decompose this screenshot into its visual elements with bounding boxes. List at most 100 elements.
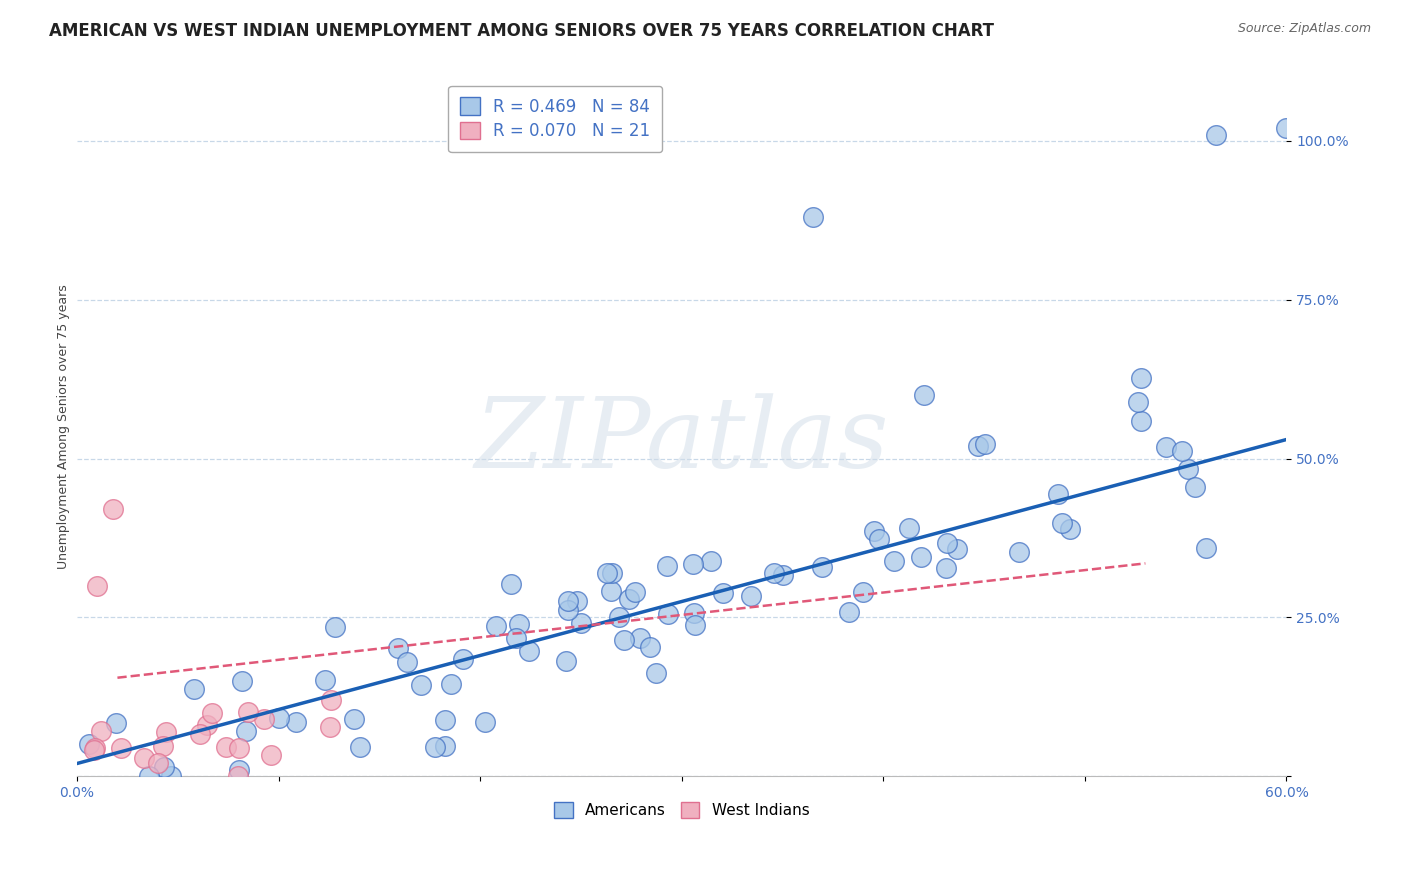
Point (485, 619, 508, 633)
Point (152, 739, 174, 753)
Point (657, 607, 679, 621)
Point (105, 715, 128, 730)
Point (607, 610, 630, 624)
Point (645, 665, 668, 680)
Point (801, 210, 824, 224)
Point (863, 524, 886, 539)
Point (946, 541, 969, 556)
Point (935, 561, 957, 575)
Point (740, 589, 762, 603)
Point (188, 727, 211, 741)
Point (613, 632, 636, 647)
Point (682, 607, 704, 621)
Point (517, 644, 540, 658)
Point (159, 769, 181, 783)
Point (595, 566, 617, 580)
Point (772, 567, 794, 582)
Point (228, 741, 250, 756)
Point (851, 584, 873, 599)
Point (228, 763, 250, 777)
Point (235, 723, 257, 738)
Point (600, 566, 623, 581)
Point (1171, 443, 1194, 458)
Point (638, 640, 661, 654)
Point (103, 502, 125, 516)
Y-axis label: Unemployment Among Seniors over 75 years: Unemployment Among Seniors over 75 years (58, 285, 70, 569)
Point (1177, 462, 1199, 476)
Text: ZIPatlas: ZIPatlas (475, 393, 889, 489)
Point (440, 676, 463, 690)
Point (267, 711, 290, 725)
Point (619, 591, 641, 606)
Point (84, 741, 107, 756)
Point (868, 533, 890, 547)
Point (557, 603, 579, 617)
Point (138, 769, 160, 783)
Point (434, 713, 457, 727)
Point (183, 682, 205, 697)
Point (200, 706, 222, 720)
Point (215, 739, 238, 754)
Point (898, 521, 921, 535)
Point (1008, 545, 1031, 559)
Point (762, 566, 785, 580)
Point (260, 747, 283, 762)
Point (811, 560, 834, 574)
Point (231, 673, 253, 688)
Point (474, 715, 496, 730)
Point (974, 437, 997, 451)
Point (83, 743, 105, 757)
Point (451, 652, 474, 666)
Point (195, 718, 218, 732)
Point (1052, 516, 1074, 530)
Point (1129, 371, 1152, 385)
Point (155, 724, 177, 739)
Point (1184, 480, 1206, 494)
Text: Source: ZipAtlas.com: Source: ZipAtlas.com (1237, 22, 1371, 36)
Point (1194, 541, 1216, 555)
Point (1059, 522, 1081, 536)
Point (425, 740, 447, 755)
Point (434, 739, 457, 754)
Point (323, 619, 346, 633)
Point (910, 549, 932, 564)
Point (132, 751, 155, 765)
Point (700, 554, 723, 568)
Point (936, 535, 959, 549)
Point (600, 583, 623, 598)
Point (630, 631, 652, 645)
Point (343, 712, 366, 726)
Point (912, 388, 935, 402)
Point (501, 576, 523, 591)
Point (1126, 394, 1149, 409)
Point (411, 678, 433, 692)
Point (253, 712, 276, 726)
Point (508, 616, 530, 631)
Point (554, 654, 576, 668)
Point (1047, 486, 1070, 500)
Point (285, 715, 308, 730)
Point (683, 618, 706, 632)
Point (565, 594, 588, 608)
Point (967, 439, 990, 453)
Point (557, 594, 579, 608)
Point (711, 586, 734, 600)
Point (838, 605, 860, 619)
Point (396, 655, 419, 669)
Point (1295, 134, 1317, 148)
Point (349, 740, 371, 755)
Point (146, 756, 169, 770)
Text: AMERICAN VS WEST INDIAN UNEMPLOYMENT AMONG SENIORS OVER 75 YEARS CORRELATION CHA: AMERICAN VS WEST INDIAN UNEMPLOYMENT AMO… (49, 22, 994, 40)
Point (682, 557, 704, 571)
Point (505, 631, 527, 645)
Point (883, 554, 905, 568)
Point (86, 579, 108, 593)
Point (571, 615, 593, 630)
Point (387, 641, 409, 656)
Point (77, 737, 100, 751)
Legend: Americans, West Indians: Americans, West Indians (548, 797, 815, 824)
Point (319, 692, 342, 706)
Point (655, 558, 678, 573)
Point (228, 769, 250, 783)
Point (90, 724, 112, 739)
